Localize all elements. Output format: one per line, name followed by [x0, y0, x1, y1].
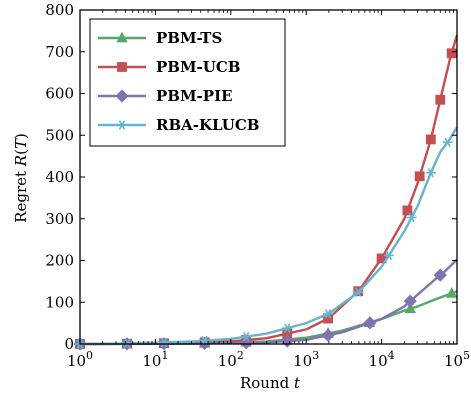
x-tick-label: 102: [218, 349, 244, 370]
data-point: [282, 323, 293, 333]
y-tick-label: 0: [64, 335, 74, 353]
legend-label: RBA-KLUCB: [156, 116, 259, 134]
series-line: [79, 126, 459, 346]
data-point: [404, 302, 416, 314]
y-tick-label: 100: [45, 293, 74, 311]
x-axis-label: Round t: [240, 374, 301, 392]
data-point: [353, 287, 364, 298]
legend-label: PBM-UCB: [156, 58, 241, 76]
y-tick-label: 800: [45, 1, 74, 19]
y-tick-label: 500: [45, 126, 74, 144]
legend-item: PBM-UCB: [98, 58, 241, 76]
y-tick-label: 300: [45, 210, 74, 228]
x-tick-label: 103: [293, 349, 319, 370]
legend: PBM-TS PBM-UCB PBM-PIE RBA-KLUCB: [89, 18, 286, 147]
legend-label: PBM-PIE: [156, 87, 233, 105]
data-point: [414, 171, 425, 182]
series-line: [79, 258, 458, 346]
y-tick-label: 600: [45, 85, 74, 103]
data-point: [321, 328, 335, 342]
data-point: [363, 316, 377, 330]
x-tick-label: 105: [444, 349, 470, 370]
data-point: [442, 137, 453, 147]
x-tick-label: 100: [67, 349, 93, 370]
data-point: [383, 250, 394, 261]
y-tick-label: 400: [45, 168, 74, 186]
legend-label: PBM-TS: [156, 29, 222, 47]
legend-marker: [117, 120, 127, 130]
x-tick-label: 104: [369, 349, 395, 370]
data-point: [446, 48, 457, 59]
data-point: [239, 336, 253, 350]
y-tick-label: 200: [45, 252, 74, 270]
data-point: [158, 337, 169, 348]
legend-item: PBM-PIE: [98, 87, 233, 105]
data-point: [323, 309, 334, 319]
y-tick-label: 700: [45, 43, 74, 61]
data-point: [241, 331, 252, 342]
data-point: [406, 212, 417, 223]
series-pbm-pie: [73, 258, 458, 351]
y-axis-label: Regret R(T): [12, 133, 30, 223]
data-point: [446, 286, 458, 298]
data-point: [121, 338, 132, 349]
legend-item: PBM-TS: [98, 29, 222, 47]
data-point: [435, 94, 446, 105]
series-rba-klucb: [75, 126, 459, 349]
x-tick-label: 101: [142, 349, 168, 370]
legend-marker: [116, 31, 128, 43]
legend-marker: [117, 62, 127, 72]
data-point: [433, 268, 447, 282]
data-point: [403, 294, 417, 308]
data-point: [402, 205, 413, 216]
data-point: [425, 134, 436, 145]
data-point: [425, 168, 436, 178]
series-line: [79, 290, 458, 346]
legend-marker: [115, 89, 129, 103]
legend-item: RBA-KLUCB: [98, 116, 259, 134]
